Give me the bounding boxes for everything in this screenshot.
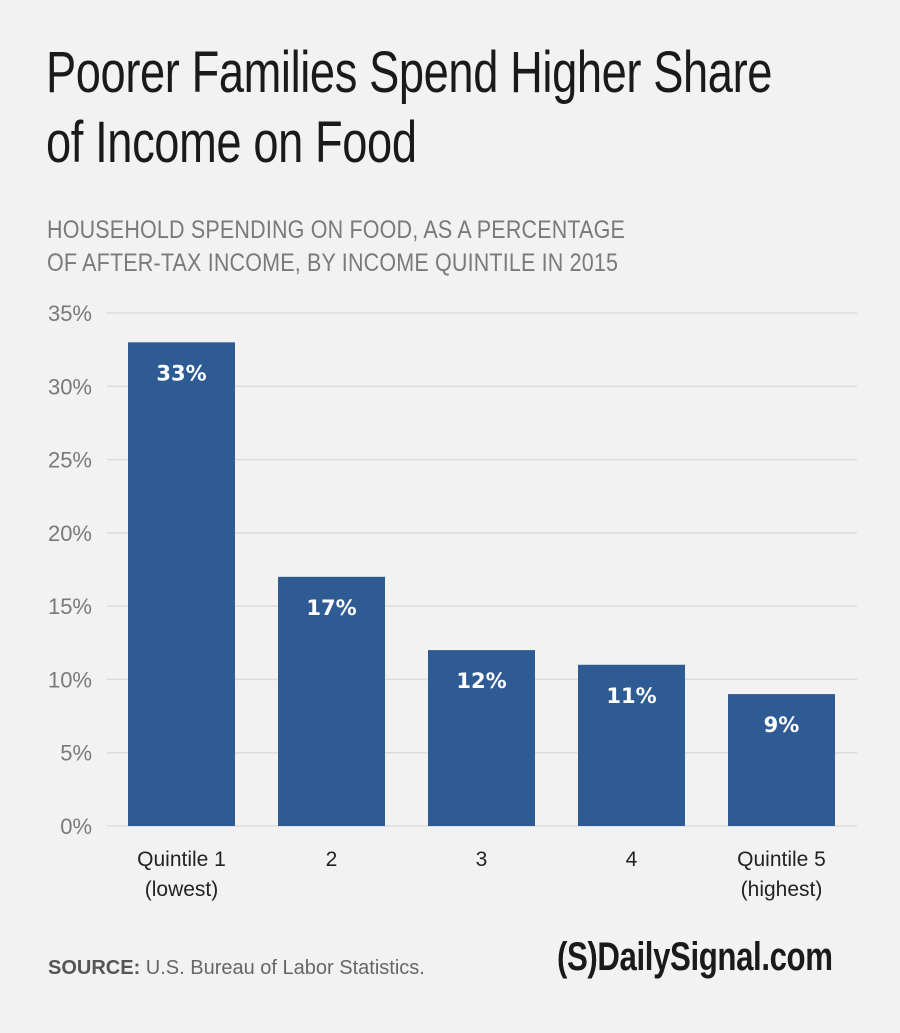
x-tick-label: Quintile 5 — [737, 848, 826, 871]
source-label: SOURCE: — [48, 957, 141, 979]
y-tick-label: 35% — [48, 301, 92, 326]
data-label: 33% — [156, 361, 206, 385]
x-tick-label: Quintile 1 — [137, 848, 226, 871]
chart-title-line: of Income on Food — [46, 110, 417, 175]
chart-subtitle-line: OF AFTER-TAX INCOME, BY INCOME QUINTILE … — [47, 249, 619, 277]
x-tick-label: (lowest) — [145, 878, 219, 901]
data-label: 12% — [456, 669, 506, 693]
bar — [428, 650, 535, 826]
x-tick-label: 3 — [476, 848, 488, 871]
y-tick-label: 0% — [60, 814, 92, 839]
source-text: U.S. Bureau of Labor Statistics. — [140, 957, 425, 979]
bars — [128, 342, 835, 826]
chart-subtitle: HOUSEHOLD SPENDING ON FOOD, AS A PERCENT… — [47, 214, 625, 280]
y-tick-label: 20% — [48, 521, 92, 546]
daily-signal-logo: (S)DailySignal.com — [557, 935, 833, 979]
y-tick-label: 10% — [48, 667, 92, 692]
bar — [728, 694, 835, 826]
x-tick-label: (highest) — [741, 878, 823, 901]
x-axis-ticks: Quintile 1 (lowest) 2 3 4 Quintile 5 (highest) — [137, 848, 826, 901]
data-label: 17% — [306, 596, 356, 620]
x-tick-label: 2 — [326, 848, 338, 871]
y-tick-label: 15% — [48, 594, 92, 619]
y-tick-label: 30% — [48, 374, 92, 399]
chart-title: Poorer Families Spend Higher Share of In… — [46, 38, 773, 178]
data-label: 9% — [764, 713, 800, 737]
bar — [128, 342, 235, 826]
y-axis-ticks: 0% 5% 10% 15% 20% 25% 30% 35% — [48, 301, 92, 839]
source-note: SOURCE: U.S. Bureau of Labor Statistics. — [48, 957, 425, 980]
data-labels: 33% 17% 12% 11% 9% — [156, 361, 799, 737]
data-label: 11% — [606, 684, 656, 708]
bar — [278, 576, 385, 826]
y-tick-label: 25% — [48, 448, 92, 473]
bar — [578, 664, 685, 826]
x-tick-label: 4 — [626, 848, 638, 871]
chart-subtitle-line: HOUSEHOLD SPENDING ON FOOD, AS A PERCENT… — [47, 216, 626, 244]
chart-title-line: Poorer Families Spend Higher Share — [46, 40, 773, 105]
y-tick-label: 5% — [60, 741, 92, 766]
